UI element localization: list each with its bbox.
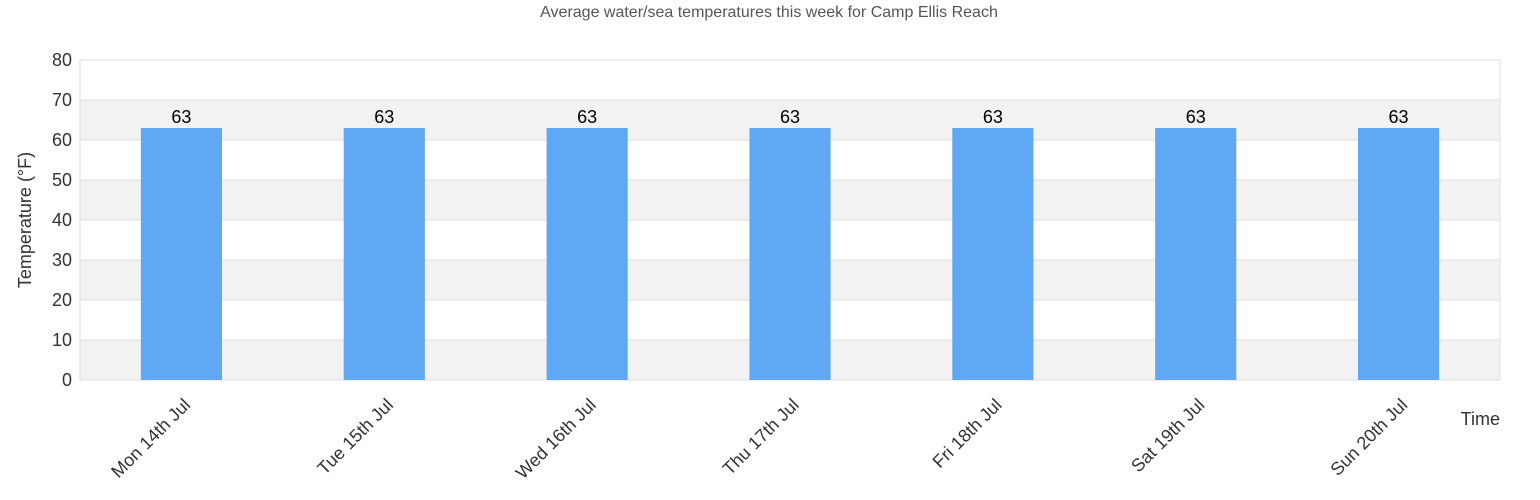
y-tick-label: 20	[52, 290, 72, 310]
bar	[1358, 128, 1440, 380]
x-tick-label: Tue 15th Jul	[313, 395, 397, 479]
x-tick-label: Thu 17th Jul	[719, 395, 803, 479]
y-tick-label: 60	[52, 130, 72, 150]
y-axis-label: Temperature (°F)	[15, 152, 35, 288]
bar	[952, 128, 1034, 380]
data-label: 63	[577, 107, 597, 127]
bar-series	[140, 128, 1440, 380]
y-tick-label: 40	[52, 210, 72, 230]
plot-band	[80, 60, 1500, 100]
y-axis-ticks: 0 10 20 30 40 50 60 70 80	[52, 50, 72, 390]
data-label-group: 63 63 63 63 63 63 63	[171, 107, 1408, 127]
y-tick-label: 50	[52, 170, 72, 190]
data-label: 63	[1186, 107, 1206, 127]
x-tick-label: Wed 16th Jul	[512, 395, 600, 483]
bar	[1155, 128, 1237, 380]
data-label: 63	[1389, 107, 1409, 127]
bar	[343, 128, 425, 380]
y-tick-label: 80	[52, 50, 72, 70]
data-label: 63	[171, 107, 191, 127]
data-label: 63	[374, 107, 394, 127]
x-tick-label: Fri 18th Jul	[929, 395, 1006, 472]
chart-title: Average water/sea temperatures this week…	[540, 4, 998, 21]
x-tick-label: Mon 14th Jul	[107, 395, 194, 482]
y-tick-label: 0	[62, 370, 72, 390]
bar	[546, 128, 628, 380]
y-tick-label: 10	[52, 330, 72, 350]
y-tick-label: 30	[52, 250, 72, 270]
x-tick-label: Sun 20th Jul	[1326, 395, 1411, 480]
y-tick-label: 70	[52, 90, 72, 110]
data-label: 63	[780, 107, 800, 127]
bar	[749, 128, 831, 380]
bar	[140, 128, 222, 380]
x-tick-label: Sat 19th Jul	[1127, 395, 1208, 476]
data-label: 63	[983, 107, 1003, 127]
x-axis-ticks: Mon 14th Jul Tue 15th Jul Wed 16th Jul Thu …	[107, 395, 1411, 483]
x-axis-label: Time	[1461, 409, 1500, 429]
